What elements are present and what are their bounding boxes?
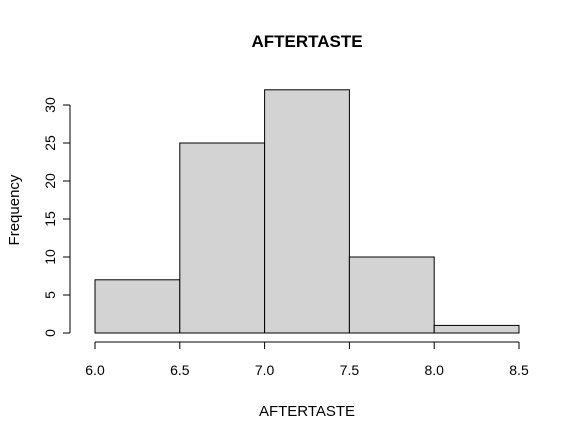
histogram-bar [179, 142, 266, 334]
bars-group [94, 89, 520, 334]
y-tick-label: 10 [42, 249, 58, 265]
histogram-bar [433, 324, 520, 334]
y-axis-label: Frequency [6, 174, 23, 245]
histogram-bar [94, 279, 181, 334]
x-tick-label: 8.5 [509, 362, 529, 378]
x-tick-label: 8.0 [424, 362, 444, 378]
x-tick-label: 7.0 [255, 362, 275, 378]
x-tick-label: 6.0 [85, 362, 105, 378]
y-tick-label: 25 [42, 135, 58, 151]
histogram-bar [264, 89, 350, 334]
y-tick-label: 20 [42, 173, 58, 189]
histogram-bar [348, 256, 435, 334]
y-tick-label: 0 [42, 329, 58, 337]
y-tick-label: 30 [42, 97, 58, 113]
x-tick-label: 7.5 [340, 362, 360, 378]
chart-title: AFTERTASTE [251, 32, 362, 51]
x-tick-label: 6.5 [170, 362, 190, 378]
y-tick-label: 15 [42, 211, 58, 227]
y-tick-label: 5 [42, 291, 58, 299]
y-axis: 0 5 10 15 20 25 30 [42, 97, 71, 337]
x-axis: 6.0 6.5 7.0 7.5 8.0 8.5 [85, 341, 529, 378]
x-axis-label: AFTERTASTE [259, 403, 355, 420]
